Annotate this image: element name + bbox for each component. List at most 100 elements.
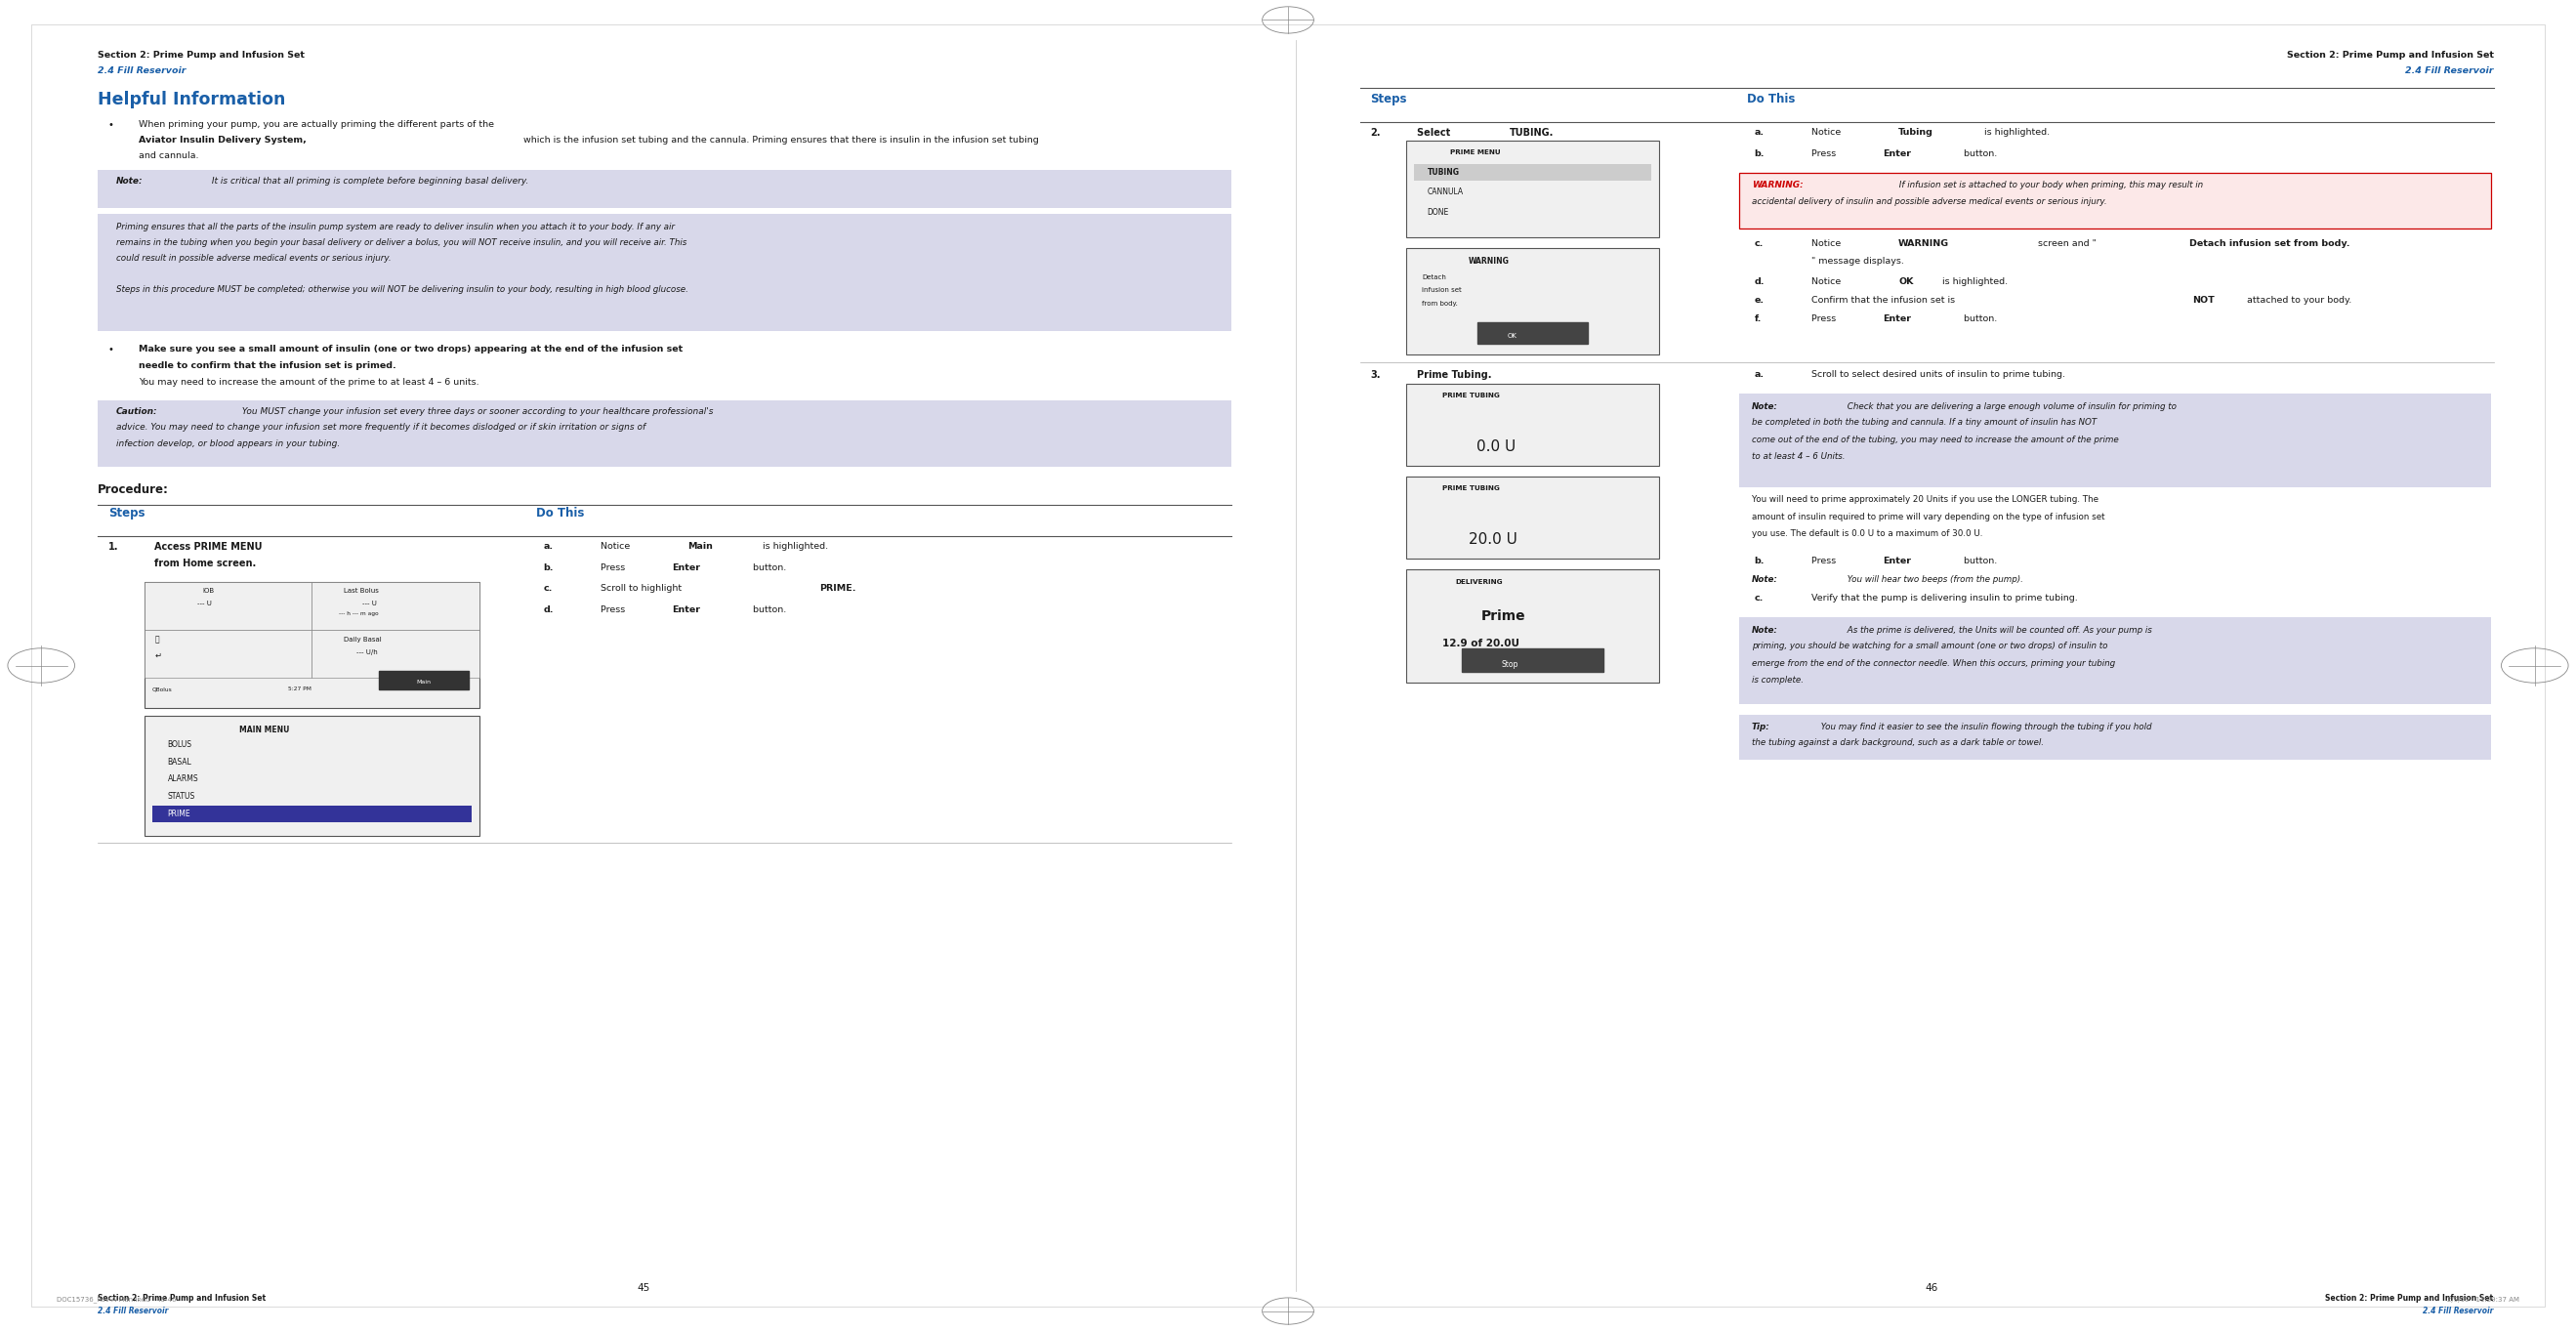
Text: Steps in this procedure MUST be completed; otherwise you will NOT be delivering : Steps in this procedure MUST be complete… xyxy=(116,285,688,294)
Text: 45: 45 xyxy=(636,1283,652,1292)
Text: priming, you should be watching for a small amount (one or two drops) of insulin: priming, you should be watching for a sm… xyxy=(1752,642,2107,651)
Text: Section 2: Prime Pump and Infusion Set: Section 2: Prime Pump and Infusion Set xyxy=(2326,1294,2494,1303)
Text: Section 2: Prime Pump and Infusion Set: Section 2: Prime Pump and Infusion Set xyxy=(98,51,304,60)
Text: WARNING: WARNING xyxy=(1899,240,1950,249)
Text: Press: Press xyxy=(1811,314,1839,323)
Text: Prime Tubing.: Prime Tubing. xyxy=(1417,370,1492,379)
Text: Steps: Steps xyxy=(108,507,144,520)
Text: OK: OK xyxy=(1899,277,1914,286)
Bar xyxy=(98,401,1231,467)
Text: Aviator Insulin Delivery System,: Aviator Insulin Delivery System, xyxy=(139,136,307,145)
Text: If infusion set is attached to your body when priming, this may result in: If infusion set is attached to your body… xyxy=(1896,181,2202,190)
Text: IOB: IOB xyxy=(201,588,214,594)
Text: advice. You may need to change your infusion set more frequently if it becomes d: advice. You may need to change your infu… xyxy=(116,423,647,433)
Text: amount of insulin required to prime will vary depending on the type of infusion : amount of insulin required to prime will… xyxy=(1752,512,2105,522)
Text: from body.: from body. xyxy=(1422,301,1458,306)
Text: Main: Main xyxy=(417,680,430,685)
Text: Access PRIME MENU: Access PRIME MENU xyxy=(155,542,263,551)
Bar xyxy=(98,214,1231,331)
Text: PRIME: PRIME xyxy=(167,809,191,819)
Text: 0.0 U: 0.0 U xyxy=(1476,439,1515,454)
Text: Confirm that the infusion set is: Confirm that the infusion set is xyxy=(1811,295,1958,305)
Text: Press: Press xyxy=(1811,149,1839,158)
Text: PRIME TUBING: PRIME TUBING xyxy=(1443,393,1499,398)
Text: PRIME TUBING: PRIME TUBING xyxy=(1443,486,1499,491)
Text: As the prime is delivered, the Units will be counted off. As your pump is: As the prime is delivered, the Units wil… xyxy=(1844,626,2151,635)
Text: be completed in both the tubing and cannula. If a tiny amount of insulin has NOT: be completed in both the tubing and cann… xyxy=(1752,418,2097,427)
Text: b.: b. xyxy=(1754,556,1765,566)
Text: BOLUS: BOLUS xyxy=(167,740,191,749)
Text: Check that you are delivering a large enough volume of insulin for priming to: Check that you are delivering a large en… xyxy=(1844,402,2177,411)
Text: Priming ensures that all the parts of the insulin pump system are ready to deliv: Priming ensures that all the parts of th… xyxy=(116,222,675,232)
Text: Section 2: Prime Pump and Infusion Set: Section 2: Prime Pump and Infusion Set xyxy=(98,1294,265,1303)
Text: Make sure you see a small amount of insulin (one or two drops) appearing at the : Make sure you see a small amount of insu… xyxy=(139,345,683,354)
Text: 2.4 Fill Reservoir: 2.4 Fill Reservoir xyxy=(2406,67,2494,76)
Text: c.: c. xyxy=(1754,240,1765,249)
Bar xyxy=(312,582,479,630)
Text: " message displays.: " message displays. xyxy=(1811,257,1904,266)
Text: to at least 4 – 6 Units.: to at least 4 – 6 Units. xyxy=(1752,453,1844,462)
Text: a.: a. xyxy=(544,542,554,551)
Text: from Home screen.: from Home screen. xyxy=(155,559,258,568)
Text: Press: Press xyxy=(600,606,629,615)
Bar xyxy=(1463,648,1602,672)
Text: Daily Basal: Daily Basal xyxy=(345,636,381,643)
Text: --- h --- m ago: --- h --- m ago xyxy=(340,611,379,616)
Text: Notice: Notice xyxy=(1811,277,1844,286)
Bar xyxy=(379,671,469,689)
Text: NOT: NOT xyxy=(2192,295,2215,305)
Text: QBolus: QBolus xyxy=(152,687,173,692)
Text: Notice: Notice xyxy=(1811,240,1844,249)
Text: c.: c. xyxy=(1754,594,1765,603)
Text: Notice: Notice xyxy=(600,542,634,551)
Text: f.: f. xyxy=(1754,314,1762,323)
Text: Main: Main xyxy=(688,542,714,551)
Text: Note:: Note: xyxy=(1752,402,1777,411)
Bar xyxy=(1406,141,1659,237)
Text: 12.9 of 20.0U: 12.9 of 20.0U xyxy=(1443,639,1520,648)
Text: 2.4 Fill Reservoir: 2.4 Fill Reservoir xyxy=(98,1307,167,1316)
Bar xyxy=(312,630,479,677)
Text: PRIME MENU: PRIME MENU xyxy=(1450,149,1502,154)
Text: Tip:: Tip: xyxy=(1752,723,1770,732)
Text: Note:: Note: xyxy=(1752,575,1777,584)
Text: d.: d. xyxy=(544,606,554,615)
Text: is complete.: is complete. xyxy=(1752,676,1803,685)
Text: Enter: Enter xyxy=(672,563,701,572)
Text: --- U: --- U xyxy=(361,600,376,606)
Bar xyxy=(1406,383,1659,466)
Text: you use. The default is 0.0 U to a maximum of 30.0 U.: you use. The default is 0.0 U to a maxim… xyxy=(1752,530,1984,539)
Text: When priming your pump, you are actually priming the different parts of the: When priming your pump, you are actually… xyxy=(139,120,495,129)
Text: ALARMS: ALARMS xyxy=(167,775,198,784)
Text: ⬜: ⬜ xyxy=(155,635,160,644)
Text: OK: OK xyxy=(1507,333,1517,338)
Text: TUBING: TUBING xyxy=(1427,168,1461,177)
Text: DOC15736_Rev-A-Man.indd   45-46: DOC15736_Rev-A-Man.indd 45-46 xyxy=(57,1296,175,1303)
Text: Note:: Note: xyxy=(1752,626,1777,635)
Text: Stop: Stop xyxy=(1502,660,1520,669)
Text: •: • xyxy=(108,345,113,354)
Text: remains in the tubing when you begin your basal delivery or deliver a bolus, you: remains in the tubing when you begin you… xyxy=(116,238,685,246)
Text: 5:27 PM: 5:27 PM xyxy=(289,687,312,692)
Bar xyxy=(1739,173,2491,229)
Text: Enter: Enter xyxy=(1883,556,1911,566)
Text: Enter: Enter xyxy=(1883,314,1911,323)
Text: emerge from the end of the connector needle. When this occurs, priming your tubi: emerge from the end of the connector nee… xyxy=(1752,659,2115,668)
Text: Detach: Detach xyxy=(1422,274,1445,280)
Text: 1.: 1. xyxy=(108,542,118,551)
Text: Press: Press xyxy=(600,563,629,572)
Text: button.: button. xyxy=(1960,314,1996,323)
Text: Enter: Enter xyxy=(1883,149,1911,158)
Bar xyxy=(144,630,312,677)
Text: Section 2: Prime Pump and Infusion Set: Section 2: Prime Pump and Infusion Set xyxy=(2287,51,2494,60)
Text: Do This: Do This xyxy=(1747,93,1795,106)
Text: button.: button. xyxy=(750,563,786,572)
Bar xyxy=(1739,715,2491,760)
Text: button.: button. xyxy=(1960,556,1996,566)
Text: CANNULA: CANNULA xyxy=(1427,188,1463,197)
Text: 3.: 3. xyxy=(1370,370,1381,379)
Text: is highlighted.: is highlighted. xyxy=(760,542,829,551)
Text: Select: Select xyxy=(1417,128,1453,137)
Text: accidental delivery of insulin and possible adverse medical events or serious in: accidental delivery of insulin and possi… xyxy=(1752,197,2107,206)
Text: is highlighted.: is highlighted. xyxy=(1981,128,2050,137)
